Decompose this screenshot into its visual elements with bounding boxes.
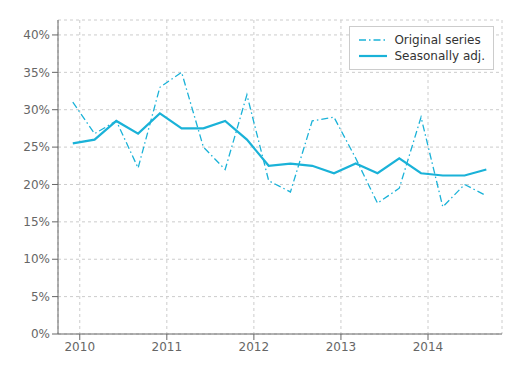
html-text:Seasonally adj.: Seasonally adj. bbox=[394, 49, 485, 63]
svg-text:30%: 30% bbox=[23, 103, 50, 117]
svg-text:35%: 35% bbox=[23, 66, 50, 80]
svg-text:2011: 2011 bbox=[152, 340, 183, 354]
svg-text:0%: 0% bbox=[31, 327, 50, 341]
svg-text:40%: 40% bbox=[23, 28, 50, 42]
svg-text:15%: 15% bbox=[23, 215, 50, 229]
svg-text:2013: 2013 bbox=[326, 340, 357, 354]
svg-text:2012: 2012 bbox=[239, 340, 270, 354]
svg-text:25%: 25% bbox=[23, 140, 50, 154]
svg-text:10%: 10% bbox=[23, 252, 50, 266]
svg-text:2014: 2014 bbox=[413, 340, 444, 354]
html-text:Original series: Original series bbox=[394, 33, 481, 47]
svg-text:2010: 2010 bbox=[64, 340, 95, 354]
svg-text:20%: 20% bbox=[23, 178, 50, 192]
svg-text:5%: 5% bbox=[31, 290, 50, 304]
